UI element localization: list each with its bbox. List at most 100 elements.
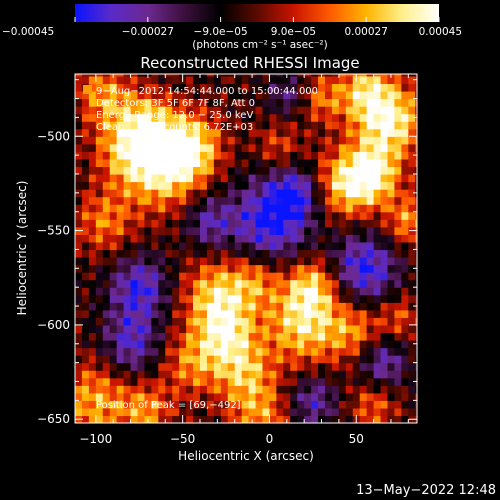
- heatmap-cell: [318, 249, 326, 258]
- heatmap-cell: [304, 385, 312, 394]
- heatmap-cell: [102, 264, 111, 273]
- heatmap-cell: [401, 332, 409, 341]
- heatmap-cell: [213, 377, 222, 386]
- heatmap-cell: [102, 106, 111, 115]
- heatmap-cell: [290, 279, 298, 288]
- heatmap-cell: [186, 317, 194, 326]
- heatmap-cell: [366, 90, 375, 100]
- heatmap-cell: [158, 385, 166, 394]
- heatmap-cell: [331, 158, 340, 168]
- heatmap-cell: [151, 83, 159, 92]
- heatmap-cell: [109, 136, 118, 145]
- heatmap-cell: [102, 226, 111, 235]
- heatmap-cell: [234, 355, 243, 364]
- heatmap-cell: [227, 189, 236, 198]
- heatmap-cell: [151, 136, 159, 145]
- heatmap-cell: [373, 347, 382, 356]
- heatmap-cell: [290, 385, 298, 394]
- heatmap-cell: [116, 370, 125, 379]
- heatmap-cell: [206, 272, 215, 281]
- heatmap-cell: [324, 256, 333, 266]
- heatmap-cell: [199, 189, 208, 198]
- heatmap-cell: [338, 324, 347, 334]
- heatmap-cell: [324, 173, 333, 183]
- heatmap-cell: [345, 189, 354, 198]
- heatmap-cell: [81, 339, 90, 349]
- heatmap-cell: [88, 128, 97, 137]
- heatmap-cell: [144, 332, 152, 341]
- heatmap-cell: [193, 355, 201, 364]
- heatmap-cell: [248, 83, 257, 92]
- heatmap-cell: [130, 256, 139, 266]
- heatmap-cell: [220, 332, 229, 341]
- heatmap-cell: [179, 256, 187, 266]
- heatmap-cell: [206, 128, 215, 137]
- heatmap-cell: [165, 355, 173, 364]
- colorbar-tick-label: 0.00027: [344, 26, 387, 38]
- heatmap-cell: [95, 234, 104, 243]
- heatmap-cell: [380, 75, 389, 85]
- heatmap-cell: [269, 136, 277, 145]
- heatmap-cell: [331, 234, 340, 243]
- heatmap-cell: [283, 173, 291, 183]
- heatmap-cell: [213, 309, 222, 318]
- heatmap-cell: [352, 181, 361, 190]
- heatmap-cell: [241, 83, 250, 92]
- heatmap-cell: [241, 370, 250, 379]
- heatmap-cell: [297, 370, 305, 379]
- heatmap-cell: [366, 339, 375, 349]
- heatmap-cell: [102, 415, 111, 423]
- heatmap-cell: [387, 377, 396, 386]
- heatmap-cell: [158, 400, 166, 409]
- heatmap-cell: [158, 264, 166, 273]
- heatmap-cell: [359, 226, 368, 235]
- heatmap-cell: [130, 392, 139, 401]
- heatmap-cell: [318, 75, 326, 85]
- heatmap-cell: [297, 151, 305, 160]
- heatmap-cell: [88, 75, 97, 85]
- heatmap-cell: [172, 392, 180, 401]
- heatmap-cell: [81, 355, 90, 364]
- heatmap-cell: [366, 302, 375, 311]
- heatmap-cell: [373, 83, 382, 92]
- heatmap-cell: [408, 173, 416, 183]
- heatmap-cell: [408, 75, 416, 85]
- heatmap-cell: [290, 121, 298, 130]
- heatmap-cell: [172, 324, 180, 334]
- heatmap-cell: [234, 302, 243, 311]
- heatmap-cell: [241, 151, 250, 160]
- heatmap-cell: [352, 136, 361, 145]
- heatmap-cell: [324, 204, 333, 213]
- colorbar-tick-label: −0.00045: [2, 26, 54, 38]
- heatmap-cell: [144, 98, 152, 107]
- heatmap-cell: [276, 272, 284, 281]
- heatmap-cell: [199, 392, 208, 401]
- heatmap-cell: [345, 377, 354, 386]
- heatmap-cell: [276, 211, 284, 220]
- heatmap-cell: [137, 121, 146, 130]
- heatmap-cell: [338, 234, 347, 243]
- heatmap-cell: [269, 407, 277, 417]
- heatmap-cell: [311, 317, 319, 326]
- heatmap-cell: [415, 272, 417, 281]
- heatmap-cell: [227, 362, 236, 371]
- heatmap-cell: [255, 211, 264, 220]
- heatmap-cell: [380, 256, 389, 266]
- heatmap-cell: [380, 143, 389, 152]
- heatmap-cell: [102, 385, 111, 394]
- heatmap-cell: [199, 90, 208, 100]
- heatmap-cell: [220, 362, 229, 371]
- heatmap-cell: [213, 158, 222, 168]
- heatmap-cell: [186, 385, 194, 394]
- heatmap-cell: [81, 136, 90, 145]
- heatmap-cell: [352, 189, 361, 198]
- heatmap-cell: [102, 407, 111, 417]
- heatmap-cell: [220, 173, 229, 183]
- heatmap-cell: [318, 385, 326, 394]
- heatmap-cell: [165, 302, 173, 311]
- heatmap-cell: [165, 113, 173, 122]
- heatmap-cell: [81, 362, 90, 371]
- heatmap-cell: [158, 113, 166, 122]
- heatmap-cell: [123, 113, 132, 122]
- heatmap-cell: [415, 158, 417, 168]
